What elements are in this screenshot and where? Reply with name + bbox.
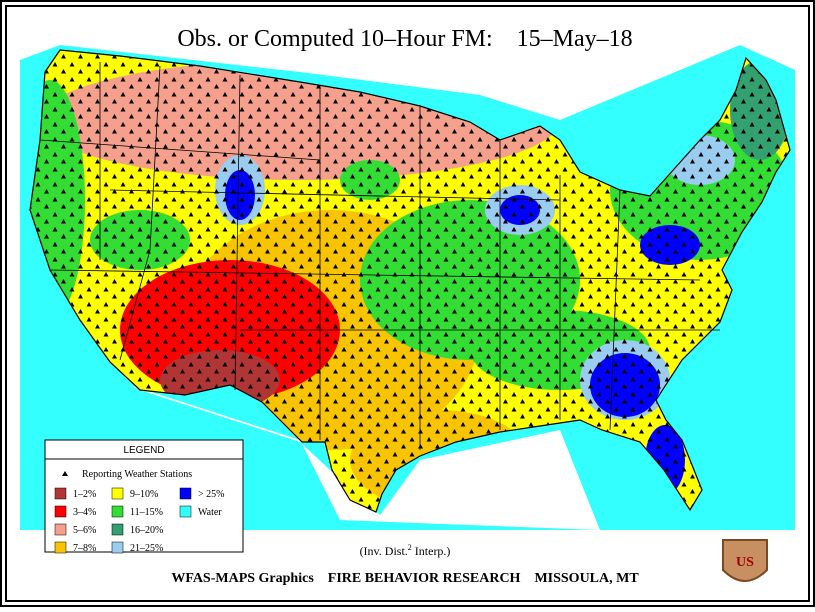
legend-swatch: [179, 505, 192, 518]
legend-label: 1–2%: [73, 489, 96, 500]
inner-frame: [5, 5, 810, 602]
legend-label: 21–25%: [130, 543, 163, 554]
badge-text: US: [736, 555, 754, 570]
badge: US: [722, 539, 768, 582]
legend-swatch: [54, 523, 67, 536]
legend-swatch: [111, 541, 124, 554]
legend-swatch: [54, 487, 67, 500]
legend-swatch: [111, 505, 124, 518]
legend-label: 7–8%: [73, 543, 96, 554]
interp-note: (Inv. Dist.2 Interp.): [360, 543, 451, 558]
interp-after: Interp.): [412, 544, 451, 558]
legend-label: Water: [198, 507, 222, 518]
legend-label: 11–15%: [130, 507, 163, 518]
title: Obs. or Computed 10–Hour FM: 15–May–18: [177, 26, 632, 52]
legend-label: 3–4%: [73, 507, 96, 518]
legend-label: 9–10%: [130, 489, 158, 500]
legend-items: 1–2% 3–4% 5–6% 7–8% 9–10% 11–15% 16–20% 21–25% >…: [54, 487, 224, 554]
state-borders: [39, 62, 720, 450]
interp-sup: 2: [408, 543, 412, 552]
legend-label: > 25%: [198, 489, 224, 500]
legend-title: LEGEND: [123, 445, 164, 456]
interp-before: (Inv. Dist.: [360, 544, 408, 558]
legend-stations: Reporting Weather Stations: [82, 469, 192, 480]
legend-swatch: [111, 487, 124, 500]
legend-swatch: [54, 541, 67, 554]
canada: [20, 20, 795, 120]
legend-label: 16–20%: [130, 525, 163, 536]
legend-swatch: [179, 487, 192, 500]
legend: LEGEND Reporting Weather Stations 1–2% 3–…: [44, 439, 244, 554]
mexico: [130, 385, 600, 530]
legend-swatch: [111, 523, 124, 536]
legend-label: 5–6%: [73, 525, 96, 536]
legend-swatch: [54, 505, 67, 518]
footer: WFAS-MAPS Graphics FIRE BEHAVIOR RESEARC…: [171, 571, 639, 586]
station-symbol: [62, 471, 68, 476]
